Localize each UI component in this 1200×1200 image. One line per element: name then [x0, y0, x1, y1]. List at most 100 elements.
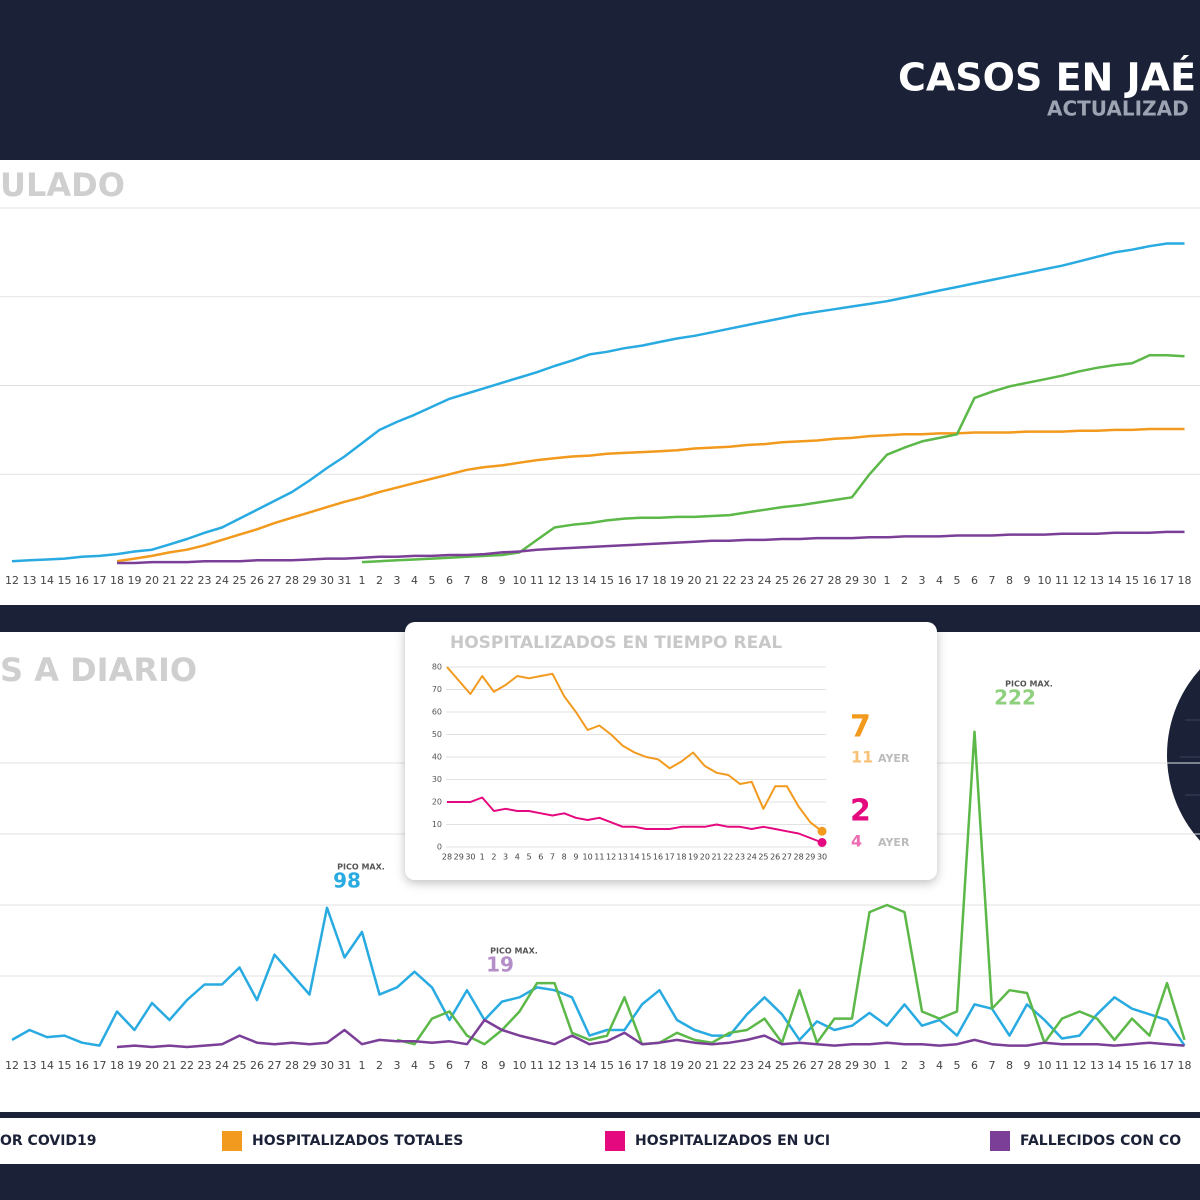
x-tick-label: 17: [665, 853, 675, 862]
x-tick-label: 5: [526, 853, 531, 862]
x-tick-label: 9: [499, 1059, 506, 1072]
x-tick-label: 18: [1178, 1059, 1192, 1072]
x-tick-label: 10: [513, 574, 527, 587]
x-tick-label: 3: [394, 1059, 401, 1072]
x-tick-label: 16: [618, 1059, 632, 1072]
x-tick-label: 8: [481, 574, 488, 587]
x-tick-label: 29: [454, 853, 464, 862]
x-tick-label: 17: [1160, 1059, 1174, 1072]
x-tick-label: 4: [936, 574, 943, 587]
x-tick-label: 27: [782, 853, 792, 862]
x-tick-label: 8: [481, 1059, 488, 1072]
x-tick-label: 22: [723, 853, 733, 862]
x-tick-label: 6: [538, 853, 543, 862]
x-tick-label: 31: [338, 574, 352, 587]
y-tick-label: 40: [432, 753, 442, 762]
x-tick-label: 3: [919, 1059, 926, 1072]
legend-label: OR COVID19: [0, 1133, 97, 1149]
peak-value: 98: [333, 869, 361, 893]
x-tick-label: 14: [40, 1059, 54, 1072]
x-tick-label: 13: [565, 574, 579, 587]
x-tick-label: 26: [250, 574, 264, 587]
yesterday-value: 4: [851, 832, 862, 851]
y-tick-label: 10: [432, 820, 442, 829]
x-tick-label: 20: [145, 1059, 159, 1072]
x-tick-label: 1: [480, 853, 485, 862]
x-tick-label: 30: [465, 853, 475, 862]
legend-swatch: [990, 1131, 1010, 1151]
x-tick-label: 19: [128, 1059, 142, 1072]
x-tick-label: 18: [653, 1059, 667, 1072]
x-tick-label: 18: [653, 574, 667, 587]
y-tick-label: 80: [432, 663, 442, 672]
x-tick-label: 15: [600, 1059, 614, 1072]
x-tick-label: 14: [1108, 1059, 1122, 1072]
x-tick-label: 25: [233, 1059, 247, 1072]
x-tick-label: 12: [548, 1059, 562, 1072]
x-tick-label: 11: [594, 853, 604, 862]
x-tick-label: 4: [411, 1059, 418, 1072]
x-tick-label: 23: [740, 1059, 754, 1072]
x-tick-label: 27: [810, 1059, 824, 1072]
x-tick-label: 10: [513, 1059, 527, 1072]
x-tick-label: 18: [676, 853, 686, 862]
x-tick-label: 5: [954, 1059, 961, 1072]
x-tick-label: 31: [338, 1059, 352, 1072]
x-tick-label: 15: [600, 574, 614, 587]
x-tick-label: 13: [1090, 1059, 1104, 1072]
x-tick-label: 11: [530, 1059, 544, 1072]
x-tick-label: 17: [1160, 574, 1174, 587]
y-tick-label: 60: [432, 708, 442, 717]
series-line: [117, 530, 1185, 565]
x-tick-label: 1: [359, 1059, 366, 1072]
x-tick-label: 29: [303, 1059, 317, 1072]
x-tick-label: 9: [499, 574, 506, 587]
x-tick-label: 12: [5, 1059, 19, 1072]
x-tick-label: 17: [93, 574, 107, 587]
series-line: [116, 427, 1185, 563]
x-tick-label: 14: [583, 1059, 597, 1072]
x-tick-label: 5: [954, 574, 961, 587]
peak-label: PICO MAX.: [490, 947, 538, 956]
x-tick-label: 16: [1143, 1059, 1157, 1072]
x-tick-label: 15: [58, 574, 72, 587]
end-dot: [817, 826, 827, 836]
x-tick-label: 21: [705, 1059, 719, 1072]
legend-swatch: [222, 1131, 242, 1151]
x-tick-label: 2: [901, 574, 908, 587]
series-line: [447, 796, 823, 844]
x-tick-label: 7: [464, 1059, 471, 1072]
x-tick-label: 8: [562, 853, 567, 862]
x-tick-label: 23: [740, 574, 754, 587]
x-tick-label: 13: [565, 1059, 579, 1072]
x-tick-label: 6: [971, 1059, 978, 1072]
x-tick-label: 27: [268, 1059, 282, 1072]
legend-swatch: [605, 1131, 625, 1151]
series-line: [446, 666, 823, 833]
x-tick-label: 2: [491, 853, 496, 862]
x-tick-label: 15: [58, 1059, 72, 1072]
yesterday-label: AYER: [878, 752, 910, 765]
x-tick-label: 19: [128, 574, 142, 587]
x-tick-label: 25: [775, 1059, 789, 1072]
legend-label: HOSPITALIZADOS EN UCI: [635, 1133, 830, 1149]
x-tick-label: 3: [394, 574, 401, 587]
series-line: [116, 1018, 1185, 1049]
y-tick-label: 20: [432, 798, 442, 807]
end-dot: [817, 838, 827, 847]
inset-card: [405, 622, 937, 880]
x-tick-label: 16: [75, 574, 89, 587]
x-tick-label: 15: [1125, 1059, 1139, 1072]
chart-title: S A DIARIO: [0, 651, 197, 689]
x-tick-label: 3: [503, 853, 508, 862]
x-tick-label: 2: [376, 1059, 383, 1072]
x-tick-label: 26: [770, 853, 780, 862]
x-tick-label: 13: [1090, 574, 1104, 587]
x-tick-label: 25: [233, 574, 247, 587]
x-tick-label: 19: [688, 853, 698, 862]
x-tick-label: 26: [793, 1059, 807, 1072]
x-tick-label: 14: [583, 574, 597, 587]
x-tick-label: 17: [93, 1059, 107, 1072]
x-tick-label: 28: [828, 1059, 842, 1072]
